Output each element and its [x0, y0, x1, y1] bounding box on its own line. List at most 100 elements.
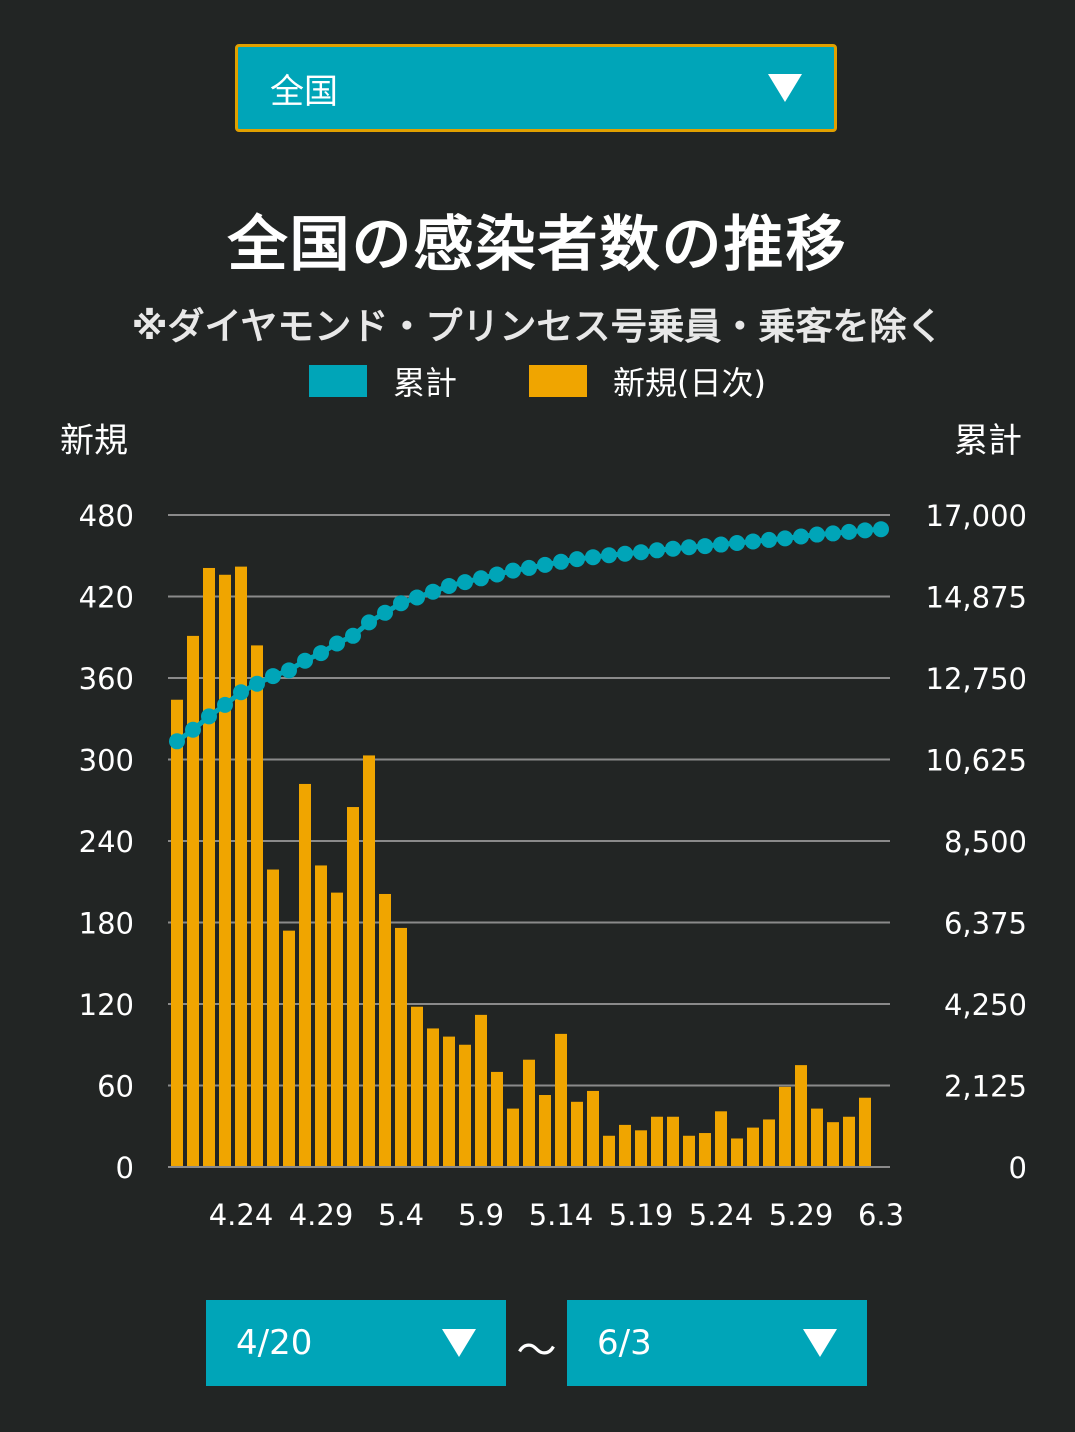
- chevron-down-icon: [442, 1329, 476, 1357]
- cumulative-point: [697, 538, 713, 555]
- bar: [187, 635, 199, 1167]
- cumulative-point: [665, 540, 681, 557]
- bar: [811, 1108, 823, 1167]
- bar: [283, 930, 295, 1167]
- bar: [539, 1095, 551, 1167]
- bar: [267, 869, 279, 1167]
- cumulative-point: [793, 528, 809, 545]
- cumulative-point: [473, 570, 489, 587]
- cumulative-point: [761, 531, 777, 548]
- cumulative-point: [841, 523, 857, 540]
- bar: [443, 1036, 455, 1167]
- bar: [555, 1033, 567, 1167]
- x-tick-label: 4.29: [289, 1198, 354, 1232]
- legend-swatch-cumulative: [309, 365, 367, 397]
- bar: [619, 1124, 631, 1167]
- chart-title: 全国の感染者数の推移: [227, 210, 848, 280]
- cumulative-point: [201, 708, 217, 725]
- bar: [699, 1133, 711, 1167]
- chart: 新規 累計 0 0 60 2,125 120 4,250 180 6,375 240 8,500 300…: [60, 421, 1027, 1232]
- right-tick-label: 17,000: [926, 499, 1027, 533]
- cumulative-point: [873, 521, 889, 538]
- cumulative-point: [297, 652, 313, 669]
- right-axis-title: 累計: [954, 421, 1022, 461]
- bar: [651, 1116, 663, 1167]
- bar: [667, 1116, 679, 1167]
- bar: [203, 567, 215, 1167]
- bar: [347, 807, 359, 1167]
- bar: [763, 1119, 775, 1167]
- cumulative-point: [233, 684, 249, 701]
- region-select-value: 全国: [270, 71, 338, 112]
- cumulative-point: [217, 696, 233, 713]
- bar: [491, 1071, 503, 1167]
- x-tick-label: 4.24: [209, 1198, 274, 1232]
- bar: [523, 1059, 535, 1167]
- cumulative-point: [345, 627, 361, 644]
- bar: [427, 1028, 439, 1167]
- cumulative-point: [281, 662, 297, 679]
- right-tick-label: 10,625: [926, 744, 1027, 778]
- left-tick-label: 300: [79, 744, 134, 778]
- x-tick-label: 5.29: [769, 1198, 834, 1232]
- cumulative-point: [313, 645, 329, 662]
- left-tick-label: 0: [116, 1151, 134, 1185]
- cumulative-point: [569, 551, 585, 568]
- legend: 累計 新規(日次): [0, 358, 1075, 404]
- bar: [859, 1097, 871, 1167]
- right-tick-label: 4,250: [944, 988, 1027, 1022]
- bar: [635, 1130, 647, 1167]
- cumulative-point: [169, 733, 185, 750]
- bar: [475, 1014, 487, 1167]
- cumulative-point: [681, 539, 697, 556]
- cumulative-point: [329, 635, 345, 652]
- cumulative-point: [537, 556, 553, 573]
- range-separator: 〜: [516, 1328, 557, 1374]
- right-tick-label: 12,750: [926, 662, 1027, 696]
- bar: [171, 699, 183, 1167]
- right-tick-label: 6,375: [944, 907, 1027, 941]
- legend-item-cumulative: 累計: [309, 358, 457, 404]
- cumulative-point: [601, 547, 617, 564]
- date-from-value: 4/20: [236, 1323, 313, 1363]
- date-to-select[interactable]: 6/3: [567, 1300, 867, 1386]
- cumulative-point: [393, 595, 409, 612]
- x-tick-label: 5.9: [458, 1198, 504, 1232]
- left-tick-label: 420: [79, 581, 134, 615]
- bar: [251, 645, 263, 1167]
- date-from-select[interactable]: 4/20: [206, 1300, 506, 1386]
- legend-swatch-daily: [529, 365, 588, 397]
- bar: [843, 1116, 855, 1167]
- cumulative-point: [649, 542, 665, 559]
- left-tick-label: 240: [79, 825, 134, 859]
- bar: [683, 1135, 695, 1167]
- chevron-down-icon: [768, 74, 802, 102]
- bar: [363, 755, 375, 1167]
- bar: [395, 927, 407, 1167]
- cumulative-point: [185, 721, 201, 738]
- bar: [315, 865, 327, 1167]
- region-select[interactable]: 全国: [235, 44, 837, 132]
- cumulative-point: [521, 559, 537, 576]
- bar: [507, 1108, 519, 1167]
- cumulative-point: [505, 562, 521, 579]
- x-tick-label: 5.4: [378, 1198, 424, 1232]
- cumulative-point: [409, 589, 425, 606]
- bar: [459, 1044, 471, 1167]
- cumulative-point: [857, 522, 873, 539]
- right-tick-label: 0: [1009, 1151, 1027, 1185]
- cumulative-point: [585, 549, 601, 566]
- bar: [571, 1101, 583, 1167]
- cumulative-point: [553, 553, 569, 570]
- right-tick-label: 14,875: [926, 581, 1027, 615]
- bar: [731, 1138, 743, 1167]
- legend-item-daily: 新規(日次): [529, 358, 766, 404]
- bar: [331, 892, 343, 1167]
- bar: [779, 1086, 791, 1167]
- cumulative-point: [361, 614, 377, 631]
- bar: [235, 566, 247, 1167]
- cumulative-point: [713, 536, 729, 553]
- cumulative-point: [809, 526, 825, 543]
- bar: [411, 1006, 423, 1167]
- chevron-down-icon: [803, 1329, 837, 1357]
